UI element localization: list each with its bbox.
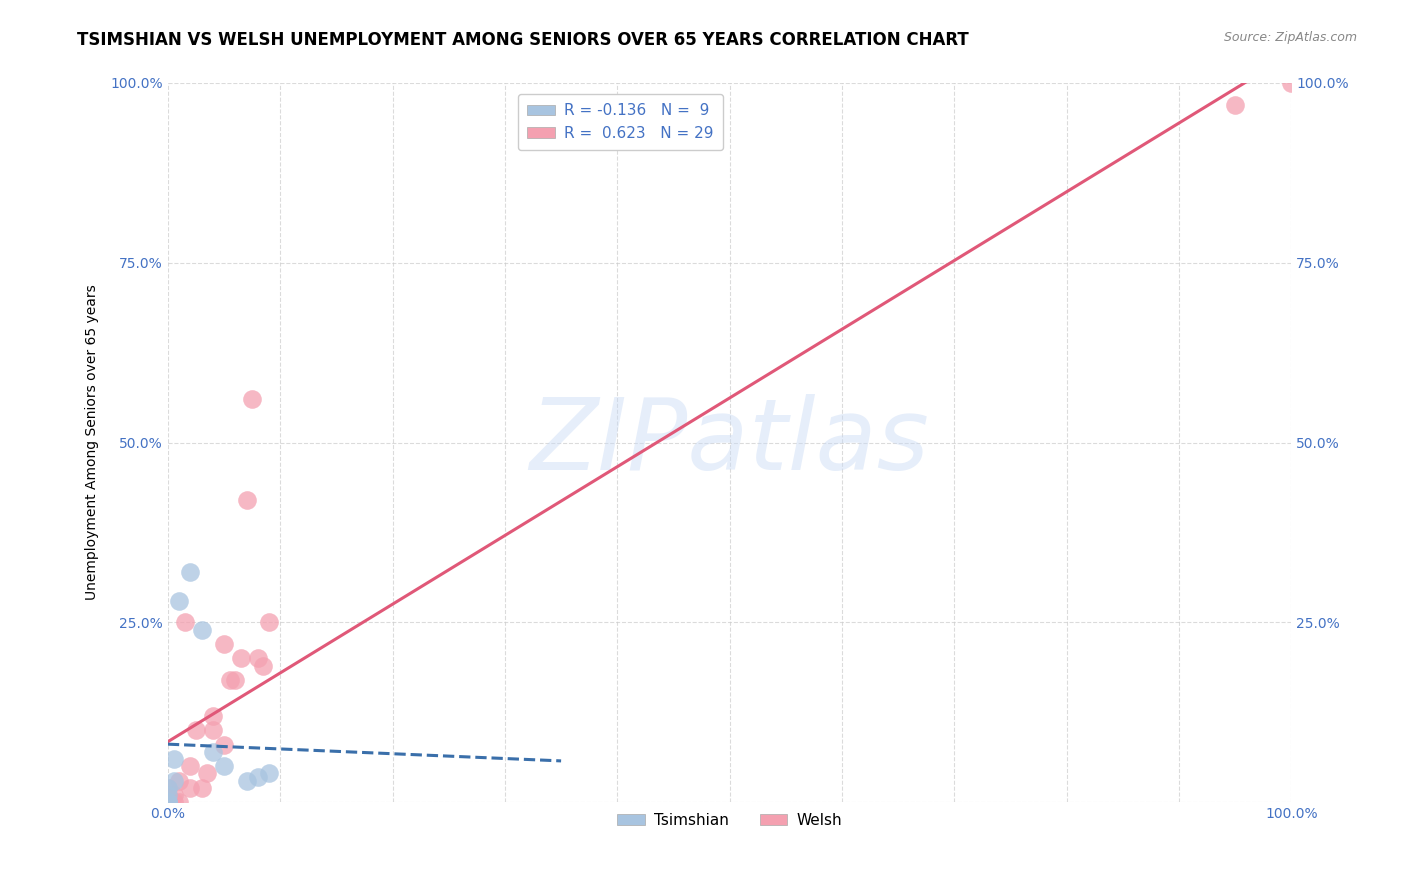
Point xyxy=(218,673,240,687)
Point xyxy=(201,745,224,759)
Point xyxy=(156,780,179,795)
Point xyxy=(179,780,201,795)
Point xyxy=(156,795,179,809)
Point xyxy=(162,752,184,766)
Point xyxy=(1223,97,1246,112)
Point xyxy=(1279,76,1302,90)
Point xyxy=(235,773,257,788)
Point xyxy=(246,651,269,665)
Point xyxy=(201,709,224,723)
Point xyxy=(173,615,195,630)
Point xyxy=(156,795,179,809)
Point xyxy=(212,759,235,773)
Point xyxy=(156,788,179,802)
Point xyxy=(257,615,280,630)
Text: ZIPatlas: ZIPatlas xyxy=(530,394,929,491)
Point xyxy=(212,637,235,651)
Point xyxy=(246,770,269,784)
Point xyxy=(235,493,257,508)
Point xyxy=(240,392,263,407)
Point xyxy=(184,723,207,738)
Point xyxy=(190,780,212,795)
Text: TSIMSHIAN VS WELSH UNEMPLOYMENT AMONG SENIORS OVER 65 YEARS CORRELATION CHART: TSIMSHIAN VS WELSH UNEMPLOYMENT AMONG SE… xyxy=(77,31,969,49)
Point xyxy=(190,623,212,637)
Point xyxy=(252,658,274,673)
Point xyxy=(167,594,190,608)
Y-axis label: Unemployment Among Seniors over 65 years: Unemployment Among Seniors over 65 years xyxy=(86,285,100,600)
Point xyxy=(201,723,224,738)
Point xyxy=(257,766,280,780)
Point xyxy=(162,795,184,809)
Point xyxy=(162,773,184,788)
Point xyxy=(195,766,218,780)
Point xyxy=(156,788,179,802)
Point xyxy=(156,795,179,809)
Point xyxy=(167,795,190,809)
Point xyxy=(156,795,179,809)
Point xyxy=(167,773,190,788)
Point xyxy=(212,738,235,752)
Legend: Tsimshian, Welsh: Tsimshian, Welsh xyxy=(612,807,848,834)
Point xyxy=(156,795,179,809)
Point xyxy=(156,795,179,809)
Point xyxy=(156,780,179,795)
Point xyxy=(179,759,201,773)
Point xyxy=(179,565,201,579)
Point xyxy=(224,673,246,687)
Text: Source: ZipAtlas.com: Source: ZipAtlas.com xyxy=(1223,31,1357,45)
Point xyxy=(162,788,184,802)
Point xyxy=(229,651,252,665)
